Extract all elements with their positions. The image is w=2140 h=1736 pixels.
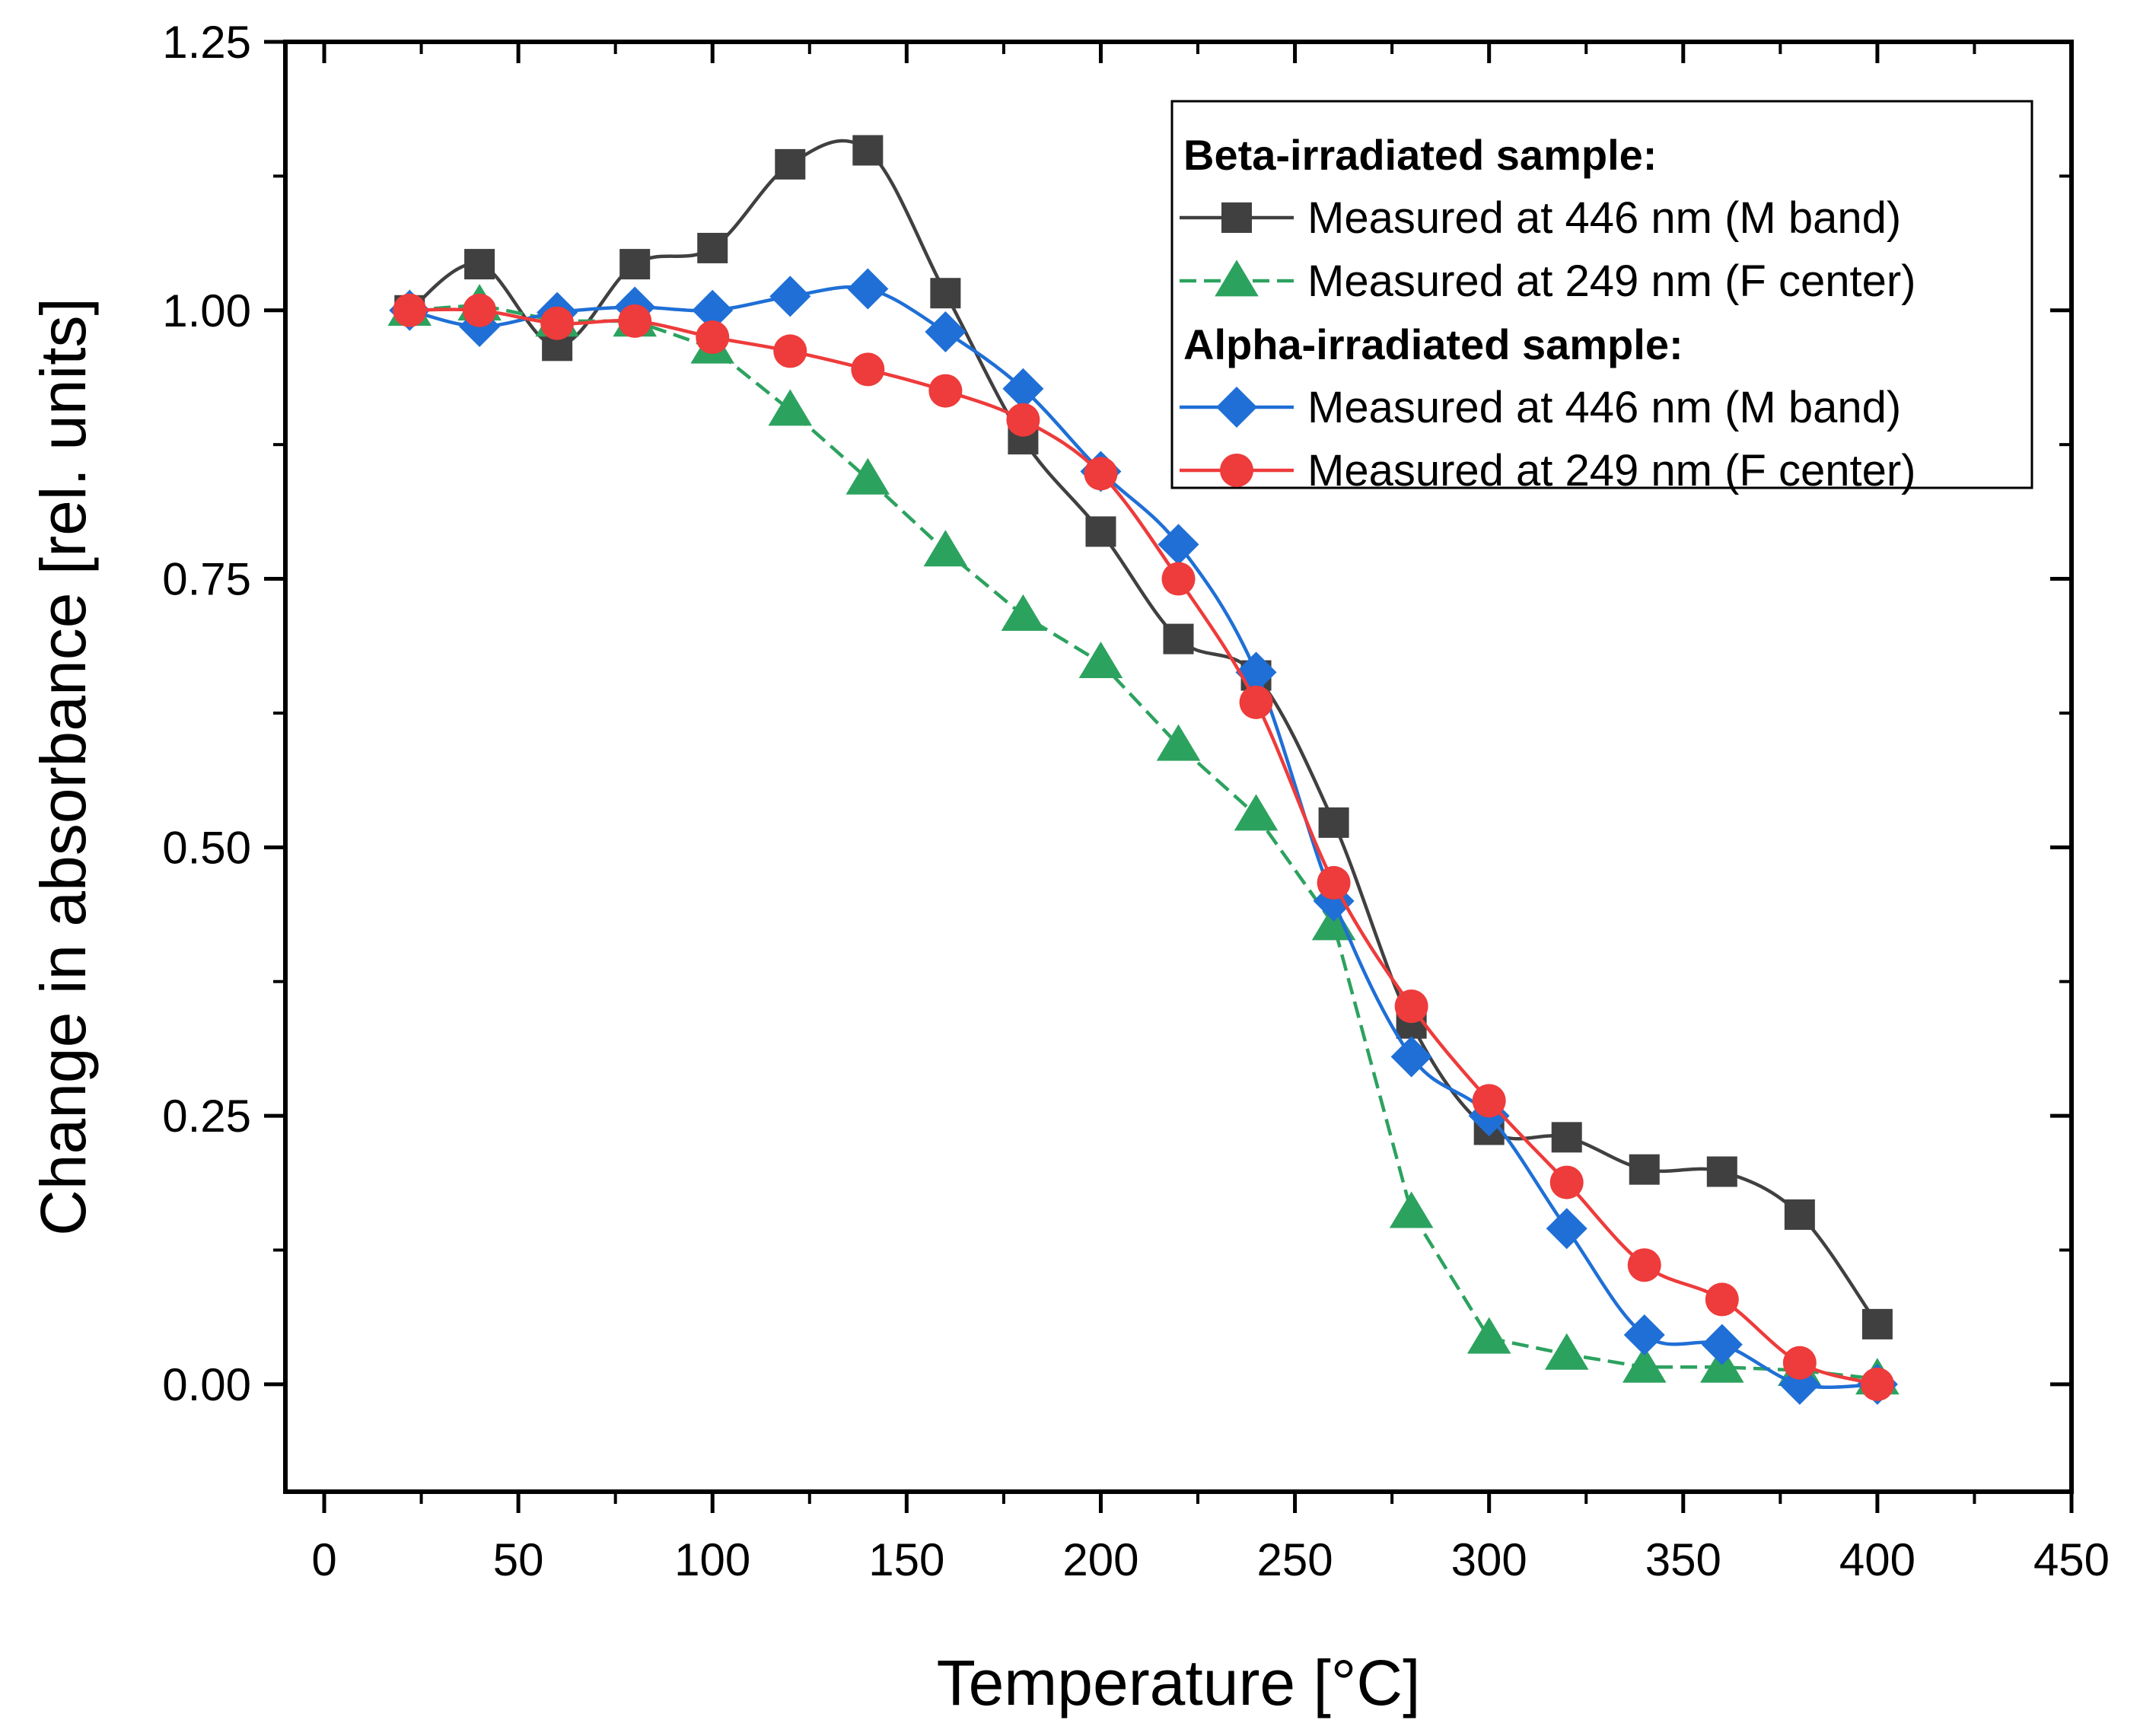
data-point-square <box>1629 1154 1660 1185</box>
data-point-circle <box>393 293 427 327</box>
legend: Beta-irradiated sample: Measured at 446 n… <box>1170 100 2033 495</box>
data-point-square <box>1551 1122 1582 1153</box>
legend-box <box>1170 100 2033 489</box>
data-point-diamond <box>1701 1324 1743 1365</box>
x-tick-label: 50 <box>493 1534 544 1585</box>
data-point-square <box>1163 623 1194 655</box>
data-point-circle <box>1394 989 1428 1024</box>
y-tick-label: 0.50 <box>162 822 251 873</box>
data-point-triangle <box>1001 594 1046 631</box>
legend-marker-diamond <box>1216 387 1257 428</box>
x-tick-label: 250 <box>1257 1534 1333 1585</box>
data-point-triangle <box>845 457 890 495</box>
data-point-circle <box>928 374 963 408</box>
data-point-square <box>1085 516 1116 547</box>
y-tick-label: 0.25 <box>162 1091 251 1142</box>
legend-marker-triangle <box>1215 260 1259 297</box>
data-point-triangle <box>1234 794 1279 831</box>
data-point-diamond <box>1002 368 1044 409</box>
data-point-circle <box>1084 457 1118 491</box>
data-point-triangle <box>768 389 813 426</box>
y-axis-title: Change in absorbance [rel. units] <box>27 298 99 1236</box>
legend-group-heading: Alpha-irradiated sample: <box>1183 320 1683 368</box>
data-point-square <box>1784 1199 1815 1230</box>
y-tick-label: 1.00 <box>162 285 251 336</box>
data-point-square <box>930 278 961 309</box>
legend-group-heading: Beta-irradiated sample: <box>1183 131 1657 179</box>
data-point-square <box>1706 1156 1737 1187</box>
x-tick-label: 350 <box>1645 1534 1721 1585</box>
data-point-square <box>1318 807 1349 838</box>
data-point-circle <box>1161 562 1196 596</box>
data-point-circle <box>1006 403 1040 437</box>
data-point-triangle <box>1078 642 1123 679</box>
data-point-triangle <box>923 530 968 567</box>
series-line <box>409 285 1877 1389</box>
series-3 <box>393 293 1894 1401</box>
legend-label: Measured at 249 nm (F center) <box>1307 256 1915 306</box>
data-point-square <box>619 249 651 280</box>
data-point-diamond <box>692 289 734 331</box>
x-tick-label: 200 <box>1062 1534 1138 1585</box>
data-point-circle <box>851 352 885 387</box>
data-point-triangle <box>1622 1346 1667 1383</box>
data-point-triangle <box>1389 1191 1434 1228</box>
data-point-triangle <box>1544 1333 1589 1370</box>
data-point-diamond <box>847 268 889 310</box>
data-point-triangle <box>1156 724 1201 761</box>
legend-label: Measured at 446 nm (M band) <box>1307 193 1901 243</box>
legend-label: Measured at 446 nm (M band) <box>1307 383 1901 432</box>
x-tick-label: 400 <box>1839 1534 1915 1585</box>
data-point-circle <box>1782 1346 1817 1380</box>
legend-marker-square <box>1221 202 1252 233</box>
data-point-circle <box>1472 1084 1506 1118</box>
data-point-square <box>464 249 495 280</box>
data-point-circle <box>1239 685 1273 719</box>
x-tick-label: 150 <box>868 1534 944 1585</box>
data-point-diamond <box>1546 1208 1587 1250</box>
data-point-circle <box>540 306 575 340</box>
legend-marker-circle <box>1220 454 1253 487</box>
x-tick-label: 100 <box>674 1534 750 1585</box>
data-point-circle <box>773 334 807 368</box>
data-point-diamond <box>769 276 811 317</box>
x-tick-label: 300 <box>1451 1534 1527 1585</box>
legend-label: Measured at 249 nm (F center) <box>1307 446 1915 495</box>
data-point-square <box>697 232 728 263</box>
y-tick-label: 0.75 <box>162 554 251 605</box>
data-point-circle <box>696 320 730 355</box>
data-point-circle <box>1627 1248 1661 1282</box>
data-point-circle <box>1860 1367 1894 1401</box>
data-point-diamond <box>1623 1314 1665 1355</box>
data-point-circle <box>1549 1165 1584 1199</box>
data-point-triangle <box>1466 1317 1511 1354</box>
series-line <box>409 303 1878 1381</box>
x-tick-label: 450 <box>2033 1534 2110 1585</box>
y-tick-label: 0.00 <box>162 1359 251 1410</box>
series-layer <box>387 135 1900 1405</box>
data-point-circle <box>463 293 497 327</box>
data-point-diamond <box>1158 524 1199 565</box>
y-tick-label: 1.25 <box>162 17 251 68</box>
data-point-circle <box>1317 865 1351 900</box>
plot-frame <box>283 40 2074 1494</box>
axes-layer: 0 50 100 150 200 250 300 350 400 450 0.00 0.25 0.50 0… <box>162 17 2110 1585</box>
data-point-circle <box>1705 1282 1739 1317</box>
data-point-square <box>852 135 884 166</box>
data-point-diamond <box>1390 1036 1432 1078</box>
data-point-diamond <box>925 311 967 352</box>
x-axis-title: Temperature [°C] <box>937 1647 1421 1718</box>
data-point-circle <box>618 304 652 338</box>
data-point-square <box>775 148 806 180</box>
x-tick-label: 0 <box>311 1534 336 1585</box>
data-point-square <box>1861 1308 1893 1339</box>
